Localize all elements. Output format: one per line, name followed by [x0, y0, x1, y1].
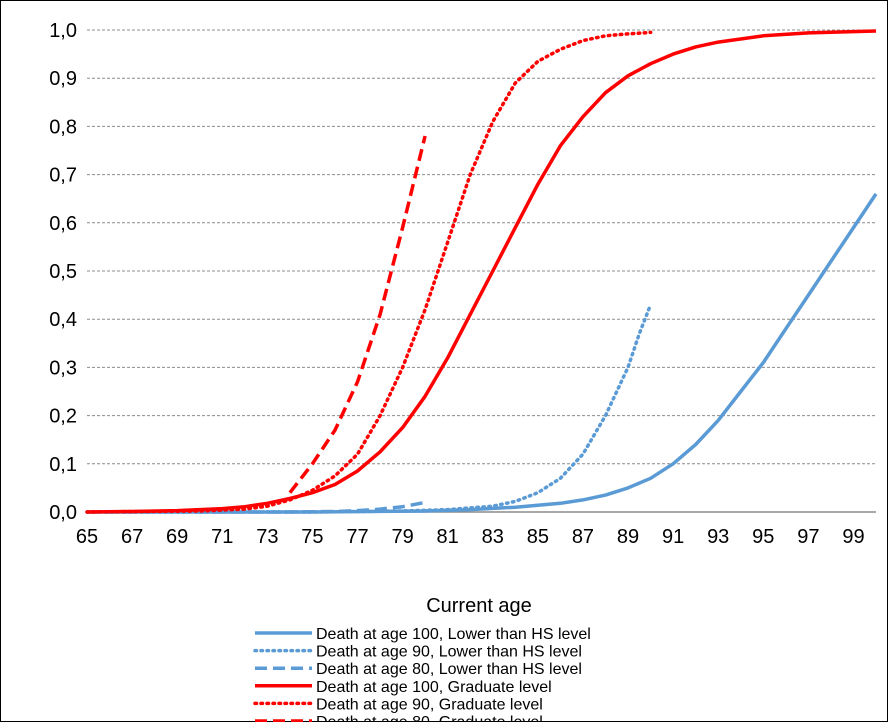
y-tick-label: 0,9 [49, 68, 77, 90]
x-tick-label: 99 [842, 526, 864, 548]
legend-label: Death at age 80, Graduate level [316, 714, 543, 722]
x-tick-label: 95 [752, 526, 774, 548]
x-tick-label: 75 [301, 526, 323, 548]
y-tick-label: 0,5 [49, 261, 77, 283]
x-axis-title: Current age [426, 595, 532, 617]
axes: 0,0 0,1 0,2 0,3 0,4 0,5 0,6 0,7 0,8 0,9 1,0 65 67 69 7… [49, 20, 876, 548]
series-line-4 [86, 29, 877, 514]
series-lines [85, 29, 878, 514]
x-tick-label: 73 [256, 526, 278, 548]
legend-label: Death at age 80, Lower than HS level [316, 661, 582, 678]
legend-label: Death at age 100, Lower than HS level [316, 626, 591, 643]
y-tick-label: 0,6 [49, 213, 77, 235]
x-tick-label: 67 [121, 526, 143, 548]
series-line-5 [85, 30, 653, 514]
legend-label: Death at age 100, Graduate level [316, 679, 552, 696]
x-tick-label: 65 [76, 526, 98, 548]
x-tick-label: 81 [437, 526, 459, 548]
x-tick-label: 89 [617, 526, 639, 548]
y-tick-label: 0,1 [49, 454, 77, 476]
legend: Death at age 100, Lower than HS levelDea… [253, 626, 591, 722]
series-line-2 [85, 302, 653, 514]
x-tick-label: 91 [662, 526, 684, 548]
legend-label: Death at age 90, Graduate level [316, 696, 543, 713]
y-tick-label: 0,2 [49, 406, 77, 428]
y-tick-label: 0,8 [49, 116, 77, 138]
y-tick-label: 0,4 [49, 309, 77, 331]
x-tick-label: 93 [707, 526, 729, 548]
y-tick-label: 0,3 [49, 357, 77, 379]
x-tick-label: 79 [391, 526, 413, 548]
x-tick-label: 77 [346, 526, 368, 548]
x-tick-label: 87 [572, 526, 594, 548]
legend-label: Death at age 90, Lower than HS level [316, 644, 582, 661]
gridlines [87, 29, 876, 465]
x-tick-label: 83 [482, 526, 504, 548]
series-line-6 [288, 135, 427, 494]
x-tick-label: 71 [211, 526, 233, 548]
y-tick-label: 0,7 [49, 165, 77, 187]
y-tick-label: 1,0 [49, 20, 77, 42]
x-tick-label: 97 [797, 526, 819, 548]
x-tick-label: 85 [527, 526, 549, 548]
x-tick-label: 69 [166, 526, 188, 548]
y-tick-label: 0,0 [49, 502, 77, 524]
